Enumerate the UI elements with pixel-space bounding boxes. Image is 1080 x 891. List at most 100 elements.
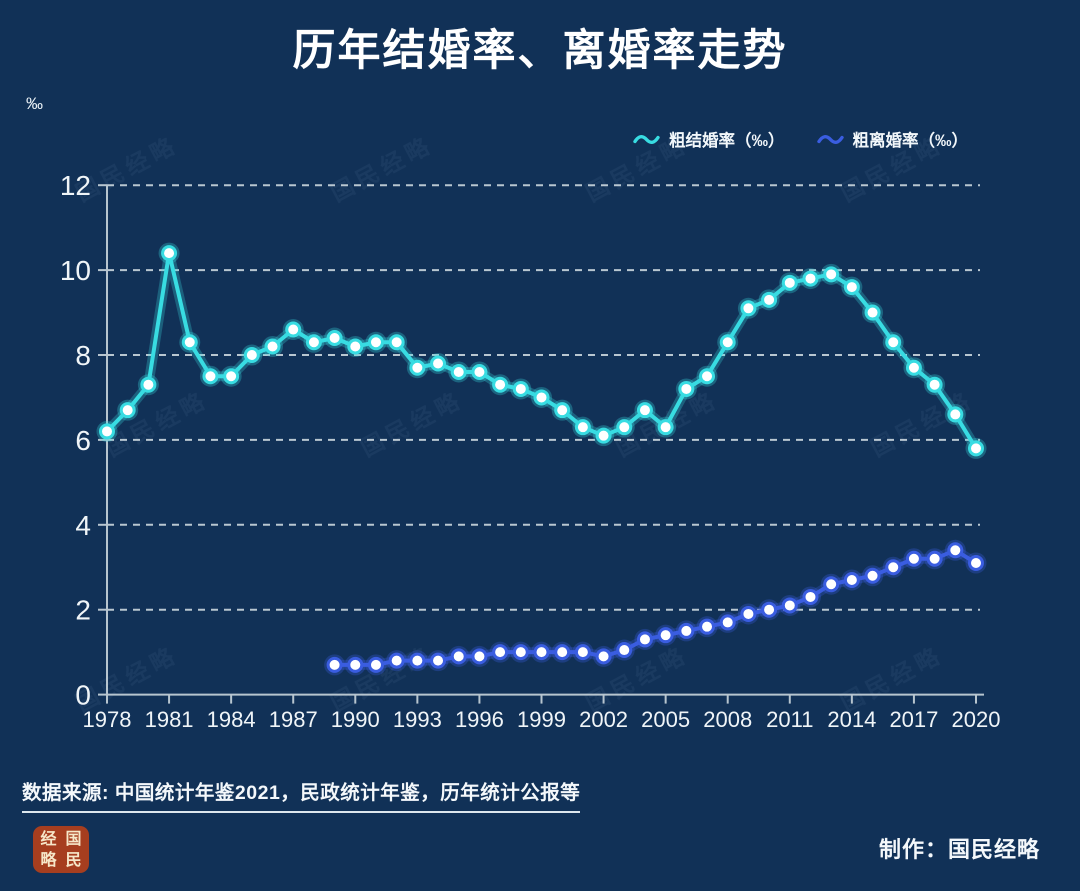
marriage-rate-point bbox=[347, 338, 364, 355]
x-tick-label: 2020 bbox=[952, 707, 1001, 732]
marriage-rate-point bbox=[595, 427, 612, 444]
marriage-rate-point bbox=[264, 338, 281, 355]
marriage-rate-point bbox=[554, 402, 571, 419]
divorce-rate-point bbox=[740, 605, 757, 622]
marriage-rate-point bbox=[761, 291, 778, 308]
marriage-rate-point bbox=[616, 419, 633, 436]
marriage-rate-point bbox=[367, 334, 384, 351]
x-tick-label: 2011 bbox=[766, 707, 813, 732]
divorce-rate-point bbox=[388, 652, 405, 669]
marriage-rate-point bbox=[409, 359, 426, 376]
divorce-rate-point bbox=[492, 644, 509, 661]
marriage-rate-point bbox=[885, 334, 902, 351]
divorce-rate-point bbox=[616, 642, 633, 659]
marriage-rate-point bbox=[243, 347, 260, 363]
x-tick-label: 1996 bbox=[455, 707, 504, 732]
divorce-rate-point bbox=[554, 644, 571, 661]
divorce-rate-point bbox=[595, 648, 612, 665]
marriage-rate-point bbox=[181, 334, 198, 351]
divorce-rate-point bbox=[367, 656, 384, 673]
marriage-rate-point bbox=[574, 419, 591, 436]
divorce-rate-point bbox=[947, 542, 964, 559]
x-tick-label: 2002 bbox=[579, 707, 628, 732]
divorce-rate-point bbox=[471, 648, 488, 665]
marriage-rate-point bbox=[285, 321, 302, 338]
chart-title: 历年结婚率、离婚率走势 bbox=[292, 27, 788, 75]
y-axis-unit-label: ‰ bbox=[26, 94, 43, 113]
x-tick-label: 1993 bbox=[393, 707, 442, 732]
x-tick-label: 1981 bbox=[145, 707, 194, 732]
divorce-rate-point bbox=[450, 648, 467, 665]
marriage-wave-icon bbox=[633, 134, 660, 144]
marriage-rate-point bbox=[119, 402, 136, 419]
seal-char: 民 bbox=[65, 850, 82, 870]
marriage-rate-point bbox=[223, 368, 240, 385]
divorce-rate-point bbox=[512, 644, 529, 661]
marriage-rate-point bbox=[843, 279, 860, 296]
legend: 粗结婚率（‰） 粗离婚率（‰） bbox=[633, 127, 968, 151]
y-tick-label: 12 bbox=[60, 170, 91, 201]
divorce-rate-point bbox=[802, 588, 819, 605]
y-tick-label: 10 bbox=[60, 255, 91, 286]
marriage-rate-point bbox=[947, 406, 964, 423]
marriage-rate-point bbox=[161, 245, 178, 262]
marriage-rate-point bbox=[636, 402, 653, 419]
y-tick-label: 8 bbox=[75, 340, 91, 371]
marriage-rate-point bbox=[388, 334, 405, 351]
marriage-rate-point bbox=[471, 363, 488, 380]
legend-item-marriage-rate: 粗结婚率（‰） bbox=[633, 127, 785, 151]
y-tick-label: 4 bbox=[75, 510, 91, 541]
legend-item-divorce-rate: 粗离婚率（‰） bbox=[816, 127, 968, 151]
marriage-rate-point bbox=[823, 266, 840, 283]
marriage-rate-point bbox=[678, 380, 695, 397]
divorce-rate-point bbox=[657, 627, 674, 644]
x-tick-label: 1987 bbox=[269, 707, 318, 732]
marriage-rate-point bbox=[719, 334, 736, 351]
marriage-rate-point bbox=[740, 300, 757, 317]
marriage-rate-point bbox=[864, 304, 881, 321]
x-tick-label: 1978 bbox=[83, 707, 132, 732]
marriage-rate-point bbox=[533, 389, 550, 406]
seal-char: 经 bbox=[40, 828, 57, 848]
marriage-rate-point bbox=[99, 423, 115, 440]
divorce-rate-point bbox=[781, 597, 798, 614]
seal-char: 国 bbox=[65, 828, 82, 848]
divorce-rate-point bbox=[699, 618, 716, 635]
x-tick-label: 1990 bbox=[331, 707, 380, 732]
divorce-rate-point bbox=[678, 622, 695, 639]
marriage-rate-point bbox=[802, 270, 819, 287]
divorce-wave-icon bbox=[816, 134, 844, 144]
data-source-note: 数据来源: 中国统计年鉴2021，民政统计年鉴，历年统计公报等 bbox=[22, 776, 581, 813]
marriage-rate-point bbox=[326, 330, 343, 347]
y-tick-label: 2 bbox=[75, 595, 91, 626]
seal-char: 略 bbox=[40, 850, 57, 870]
divorce-rate-point bbox=[347, 656, 364, 673]
marriage-rate-point bbox=[699, 368, 716, 385]
marriage-rate-point bbox=[492, 376, 509, 393]
divorce-rate-point bbox=[574, 644, 591, 661]
credit-line: 制作：国民经略 bbox=[878, 837, 1040, 862]
marriage-rate-point bbox=[450, 363, 467, 380]
divorce-rate-point bbox=[636, 631, 653, 648]
divorce-rate-point bbox=[864, 567, 881, 584]
marriage-rate-point bbox=[202, 368, 219, 385]
x-tick-label: 2014 bbox=[827, 707, 876, 732]
publisher-seal-logo: 经 国 略 民 bbox=[33, 826, 89, 873]
divorce-rate-point bbox=[843, 571, 860, 588]
divorce-rate-point bbox=[823, 576, 840, 593]
x-tick-label: 2008 bbox=[703, 707, 752, 732]
marriage-rate-point bbox=[512, 380, 529, 397]
x-tick-label: 1984 bbox=[207, 707, 256, 732]
marriage-rate-point bbox=[657, 419, 674, 436]
marriage-rate-point bbox=[968, 440, 984, 457]
divorce-rate-point bbox=[533, 644, 550, 661]
marriage-rate-point bbox=[305, 334, 322, 351]
x-tick-label: 2017 bbox=[889, 707, 938, 732]
divorce-rate-point bbox=[430, 652, 447, 669]
y-tick-label: 0 bbox=[75, 680, 91, 711]
marriage-rate-point bbox=[140, 376, 157, 393]
legend-label-marriage-rate: 粗结婚率（‰） bbox=[669, 132, 785, 150]
marriage-rate-point bbox=[926, 376, 943, 393]
